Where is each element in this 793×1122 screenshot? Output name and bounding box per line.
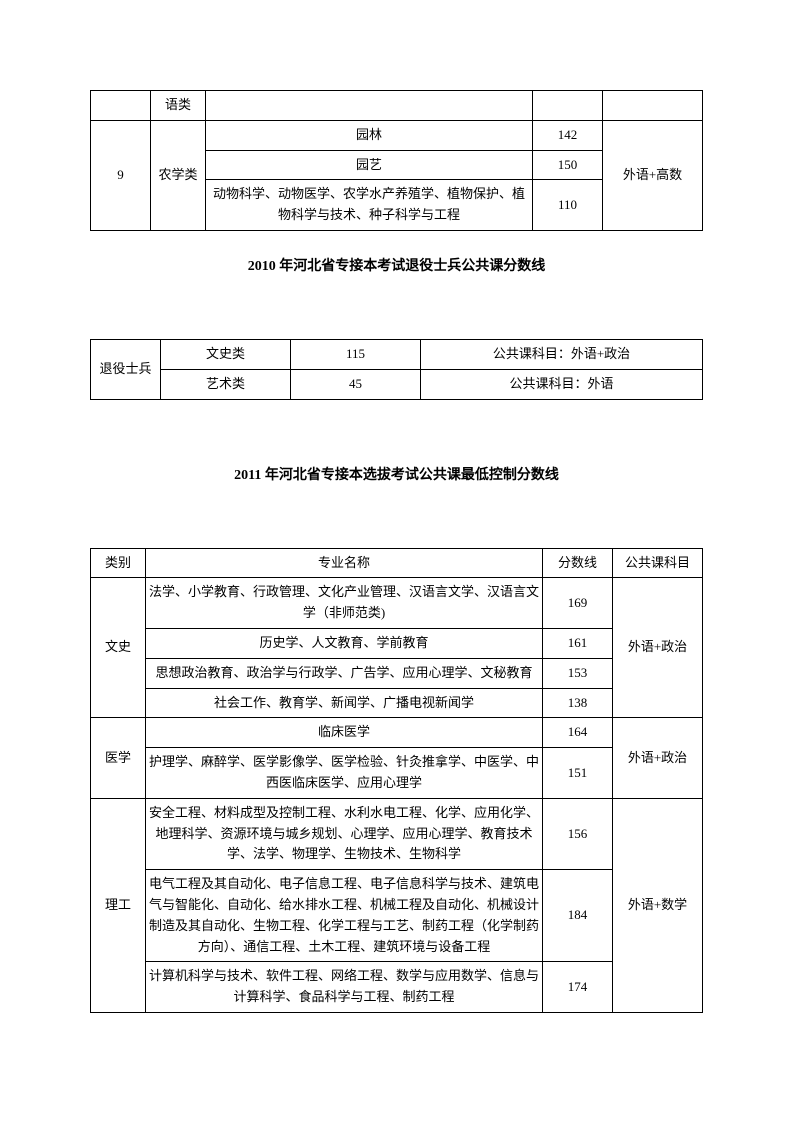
cell-major: 动物科学、动物医学、农学水产养殖学、植物保护、植物科学与技术、种子科学与工程 [206,180,533,231]
table-header-row: 类别 专业名称 分数线 公共课科目 [91,548,703,578]
page-container: 语类 9 农学类 园林 142 外语+高数 园艺 150 动物科学、动物医学、农… [0,0,793,1122]
table-row: 电气工程及其自动化、电子信息工程、电子信息科学与技术、建筑电气与智能化、自动化、… [91,870,703,962]
cell-major: 历史学、人文教育、学前教育 [146,628,543,658]
cell-major: 园艺 [206,150,533,180]
cell-score: 156 [543,798,613,869]
cell-empty [91,91,151,121]
cell-score: 150 [533,150,603,180]
cell-category: 文史类 [161,339,291,369]
cell-category: 医学 [91,718,146,798]
cell-score: 151 [543,748,613,799]
table-row: 护理学、麻醉学、医学影像学、医学检验、针灸推拿学、中医学、中西医临床医学、应用心… [91,748,703,799]
cell-score: 184 [543,870,613,962]
cell-score: 153 [543,658,613,688]
cell-score: 174 [543,962,613,1013]
header-category: 类别 [91,548,146,578]
cell-subject: 外语+政治 [613,718,703,798]
table-row: 语类 [91,91,703,121]
cell-number: 9 [91,120,151,230]
cell-category: 文史 [91,578,146,718]
cell-subject: 外语+高数 [603,120,703,230]
cell-empty [603,91,703,121]
cell-prev-category: 语类 [151,91,206,121]
cell-major: 安全工程、材料成型及控制工程、水利水电工程、化学、应用化学、地理科学、资源环境与… [146,798,543,869]
table-row: 计算机科学与技术、软件工程、网络工程、数学与应用数学、信息与计算科学、食品科学与… [91,962,703,1013]
cell-score: 164 [543,718,613,748]
cell-category: 艺术类 [161,369,291,399]
table-row: 理工 安全工程、材料成型及控制工程、水利水电工程、化学、应用化学、地理科学、资源… [91,798,703,869]
cell-score: 138 [543,688,613,718]
cell-score: 115 [291,339,421,369]
cell-empty [533,91,603,121]
cell-major: 计算机科学与技术、软件工程、网络工程、数学与应用数学、信息与计算科学、食品科学与… [146,962,543,1013]
header-subject: 公共课科目 [613,548,703,578]
section-title-2010: 2010 年河北省专接本考试退役士兵公共课分数线 [90,255,703,275]
cell-major: 社会工作、教育学、新闻学、广播电视新闻学 [146,688,543,718]
table-row: 9 农学类 园林 142 外语+高数 [91,120,703,150]
cell-subject: 外语+政治 [613,578,703,718]
table-row: 社会工作、教育学、新闻学、广播电视新闻学 138 [91,688,703,718]
section-title-2011: 2011 年河北省专接本选拔考试公共课最低控制分数线 [90,464,703,484]
table-row: 医学 临床医学 164 外语+政治 [91,718,703,748]
cell-empty [206,91,533,121]
table-row: 艺术类 45 公共课科目：外语 [91,369,703,399]
table-row: 文史 法学、小学教育、行政管理、文化产业管理、汉语言文学、汉语言文学（非师范类)… [91,578,703,629]
cell-label: 退役士兵 [91,339,161,399]
cell-major: 法学、小学教育、行政管理、文化产业管理、汉语言文学、汉语言文学（非师范类) [146,578,543,629]
cell-major: 园林 [206,120,533,150]
cell-score: 45 [291,369,421,399]
table-agriculture: 语类 9 农学类 园林 142 外语+高数 园艺 150 动物科学、动物医学、农… [90,90,703,231]
cell-major: 护理学、麻醉学、医学影像学、医学检验、针灸推拿学、中医学、中西医临床医学、应用心… [146,748,543,799]
header-score: 分数线 [543,548,613,578]
table-row: 历史学、人文教育、学前教育 161 [91,628,703,658]
cell-category: 农学类 [151,120,206,230]
cell-subject: 公共课科目：外语 [421,369,703,399]
cell-score: 142 [533,120,603,150]
cell-major: 临床医学 [146,718,543,748]
table-row: 退役士兵 文史类 115 公共课科目：外语+政治 [91,339,703,369]
cell-score: 161 [543,628,613,658]
table-2011-scores: 类别 专业名称 分数线 公共课科目 文史 法学、小学教育、行政管理、文化产业管理… [90,548,703,1013]
cell-category: 理工 [91,798,146,1012]
table-row: 思想政治教育、政治学与行政学、广告学、应用心理学、文秘教育 153 [91,658,703,688]
cell-major: 思想政治教育、政治学与行政学、广告学、应用心理学、文秘教育 [146,658,543,688]
cell-score: 169 [543,578,613,629]
cell-subject: 外语+数学 [613,798,703,1012]
cell-subject: 公共课科目：外语+政治 [421,339,703,369]
table-retired-soldier: 退役士兵 文史类 115 公共课科目：外语+政治 艺术类 45 公共课科目：外语 [90,339,703,400]
cell-major: 电气工程及其自动化、电子信息工程、电子信息科学与技术、建筑电气与智能化、自动化、… [146,870,543,962]
cell-score: 110 [533,180,603,231]
header-major: 专业名称 [146,548,543,578]
